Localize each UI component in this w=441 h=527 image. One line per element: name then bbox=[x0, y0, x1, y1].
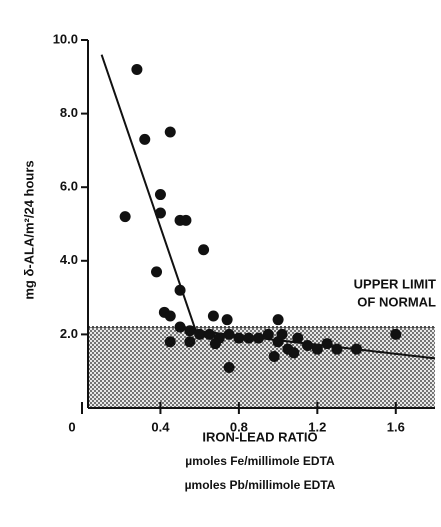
x-tick-label: 0.8 bbox=[230, 419, 248, 434]
point bbox=[288, 347, 300, 359]
point bbox=[131, 63, 143, 75]
point bbox=[311, 343, 323, 355]
point bbox=[351, 343, 363, 355]
x-tick-label: 1.2 bbox=[308, 419, 326, 434]
annotation: UPPER LIMIT bbox=[354, 276, 436, 291]
x-axis-label: µmoles Fe/millimole EDTA bbox=[185, 454, 335, 468]
y-tick-label: 10.0 bbox=[53, 31, 78, 46]
point bbox=[184, 336, 196, 348]
point bbox=[272, 314, 284, 326]
point bbox=[292, 332, 304, 344]
point bbox=[223, 328, 235, 340]
point bbox=[331, 343, 343, 355]
point bbox=[302, 339, 314, 351]
point bbox=[243, 332, 255, 344]
point bbox=[253, 332, 264, 344]
point bbox=[223, 362, 235, 374]
point bbox=[321, 338, 333, 350]
x-axis-label: IRON-LEAD RATIO bbox=[202, 429, 317, 444]
point bbox=[151, 266, 163, 278]
y-tick-label: 6.0 bbox=[60, 179, 78, 194]
point bbox=[164, 310, 176, 322]
x-tick-label: 1.6 bbox=[387, 419, 405, 434]
point bbox=[174, 284, 186, 296]
point bbox=[276, 328, 288, 340]
trend-line bbox=[100, 54, 436, 360]
x-tick-label: 0.4 bbox=[151, 419, 170, 434]
point bbox=[180, 214, 192, 226]
point bbox=[233, 332, 245, 344]
point bbox=[209, 338, 221, 350]
y-axis-label: mg δ-ALA/m²/24 hours bbox=[21, 160, 36, 299]
point bbox=[207, 310, 219, 322]
y-tick-label: 4.0 bbox=[60, 252, 78, 267]
point bbox=[139, 133, 151, 145]
y-tick-label: 8.0 bbox=[60, 105, 78, 120]
point bbox=[164, 126, 176, 138]
point bbox=[390, 328, 402, 340]
point bbox=[203, 328, 215, 340]
point bbox=[119, 211, 131, 223]
point bbox=[262, 328, 274, 340]
annotation: OF NORMAL bbox=[357, 294, 436, 309]
point bbox=[198, 244, 210, 256]
point bbox=[184, 325, 196, 337]
x-tick-label: 0 bbox=[68, 419, 75, 434]
point bbox=[154, 189, 166, 201]
x-axis-label: µmoles Pb/millimole EDTA bbox=[185, 478, 336, 492]
point bbox=[154, 207, 166, 219]
y-tick-label: 2.0 bbox=[60, 326, 78, 341]
point bbox=[174, 321, 186, 333]
point bbox=[221, 314, 233, 326]
point bbox=[164, 336, 176, 348]
point bbox=[194, 328, 206, 340]
point bbox=[268, 350, 280, 362]
